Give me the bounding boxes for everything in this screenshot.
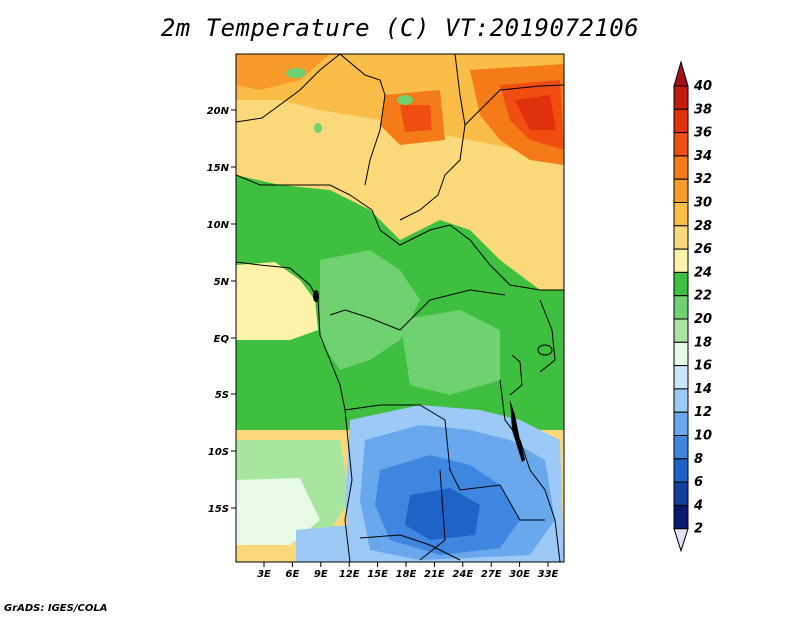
colorbar-label: 38 [694,102,712,117]
longitude-axis: 3E 6E 9E 12E 15E 18E 21E 24E 27E 30E 33E [257,562,559,580]
colorbar-swatch [673,155,689,180]
colorbar-label: 22 [694,289,712,304]
lon-tick-label: 15E [367,569,388,580]
lat-tick-label: 15S [208,504,229,515]
colorbar-label: 26 [694,242,712,257]
colorbar-swatch [673,481,689,506]
colorbar-label: 20 [694,312,712,327]
colorbar-swatch [673,388,689,413]
chart-title: 2m Temperature (C) VT:2019072106 [160,14,640,42]
colorbar-swatch [673,341,689,367]
colorbar-swatch [673,365,689,390]
colorbar-swatch [673,108,689,134]
lon-tick-label: 21E [424,569,445,580]
temperature-field [236,54,564,562]
colorbar-swatch [673,458,689,483]
colorbar-label: 34 [694,149,712,164]
lat-tick-label: 15N [207,163,230,174]
colorbar-label: 12 [694,405,712,420]
colorbar-label: 8 [694,452,703,467]
lon-tick-label: 9E [314,569,328,580]
colorbar-label: 40 [693,79,712,94]
colorbar: 40 38 36 34 32 30 28 26 24 22 20 18 16 14 12 10 8 6 4 2 [673,60,712,553]
colorbar-swatch [673,411,689,437]
colorbar-label: 6 [694,475,703,490]
colorbar-label: 24 [694,265,712,280]
lon-tick-label: 18E [396,569,417,580]
colorbar-bottom-arrow [673,528,689,553]
colorbar-label: 10 [694,429,712,444]
lat-tick-label: 5S [215,390,229,401]
colorbar-label: 28 [694,219,712,234]
colorbar-swatch [673,435,689,460]
colorbar-swatch [673,504,689,530]
colorbar-swatch [673,295,689,320]
lon-tick-label: 33E [538,569,559,580]
colorbar-label: 16 [694,359,712,374]
lakes [313,290,553,462]
lon-tick-label: 24E [452,569,473,580]
colorbar-swatch [673,318,689,343]
colorbar-label: 4 [693,498,703,513]
map-frame [235,53,565,563]
colorbar-label: 30 [694,196,712,211]
colorbar-swatch [673,132,689,157]
lat-tick-label: 20N [207,106,230,117]
colorbar-label: 2 [694,522,703,537]
lon-tick-label: 27E [481,569,502,580]
lon-tick-label: 30E [509,569,530,580]
colorbar-label: 14 [694,382,712,397]
colorbar-top-arrow [673,60,689,87]
lon-tick-label: 6E [286,569,300,580]
colorbar-swatch [673,202,689,227]
colorbar-swatch [673,225,689,250]
country-borders [236,54,564,562]
grads-credit: GrADS: IGES/COLA [4,603,108,614]
lon-tick-label: 3E [257,569,271,580]
lat-tick-label: 10S [208,447,229,458]
lat-tick-label: 5N [214,277,230,288]
colorbar-swatch [673,248,689,273]
colorbar-swatch [673,85,689,110]
colorbar-label: 36 [694,126,712,141]
colorbar-label: 32 [694,172,712,187]
colorbar-swatch [673,178,689,203]
colorbar-label: 18 [694,335,712,350]
lat-tick-label: EQ [214,334,230,345]
lat-tick-label: 10N [207,220,230,231]
colorbar-swatch [673,271,689,297]
lon-tick-label: 12E [339,569,360,580]
latitude-axis: 20N 15N 10N 5N EQ 5S 10S 15S [207,106,236,515]
